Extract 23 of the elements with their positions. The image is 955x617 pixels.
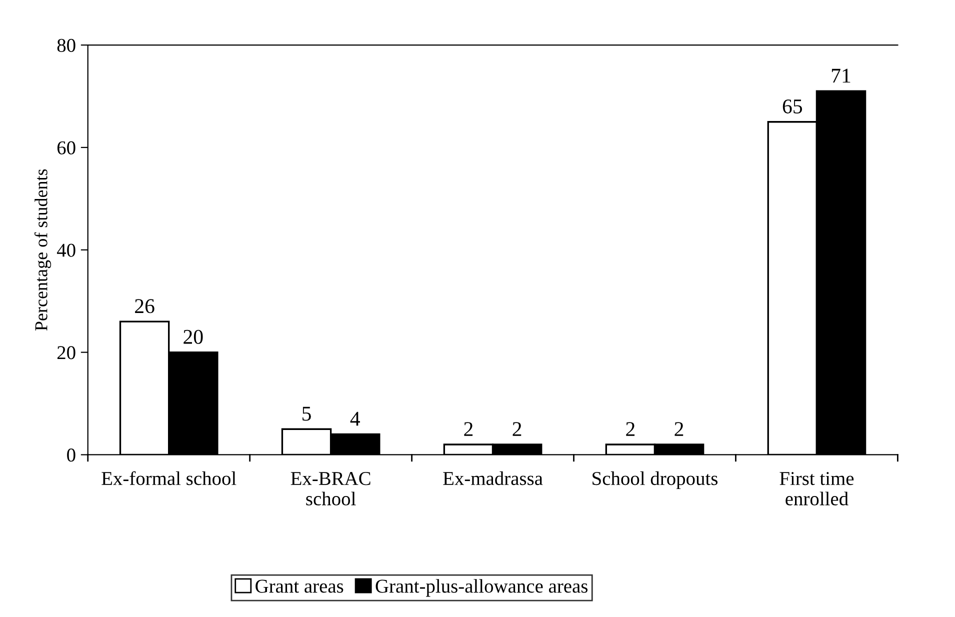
y-tick-label: 40	[56, 244, 76, 257]
y-axis-title: Percentage of students	[34, 169, 52, 331]
legend-label: Grant-plus-allowance areas	[376, 579, 588, 597]
data-label: 26	[135, 299, 154, 314]
data-label: 2	[512, 422, 522, 436]
y-tick-label: 0	[67, 448, 76, 462]
data-label: 2	[626, 422, 635, 436]
y-tick-label: 80	[57, 38, 76, 52]
data-label: 5	[302, 406, 311, 421]
x-tick-label: Ex-BRAC school	[290, 472, 370, 506]
data-label: 20	[184, 330, 203, 344]
data-label: 71	[832, 68, 850, 83]
data-label: 65	[782, 99, 802, 114]
data-label: 4	[350, 412, 360, 426]
y-tick-label: 20	[57, 346, 76, 360]
x-tick-label: School dropouts	[592, 471, 718, 490]
data-label: 2	[464, 422, 473, 436]
x-tick-label: Ex-formal school	[102, 471, 236, 486]
x-tick-label: First time enrolled	[780, 472, 854, 506]
y-tick-label: 60	[57, 141, 76, 154]
legend-label: Grant areas	[256, 580, 344, 593]
data-label: 2	[674, 422, 684, 436]
x-tick-label: Ex-madrassa	[443, 471, 543, 486]
